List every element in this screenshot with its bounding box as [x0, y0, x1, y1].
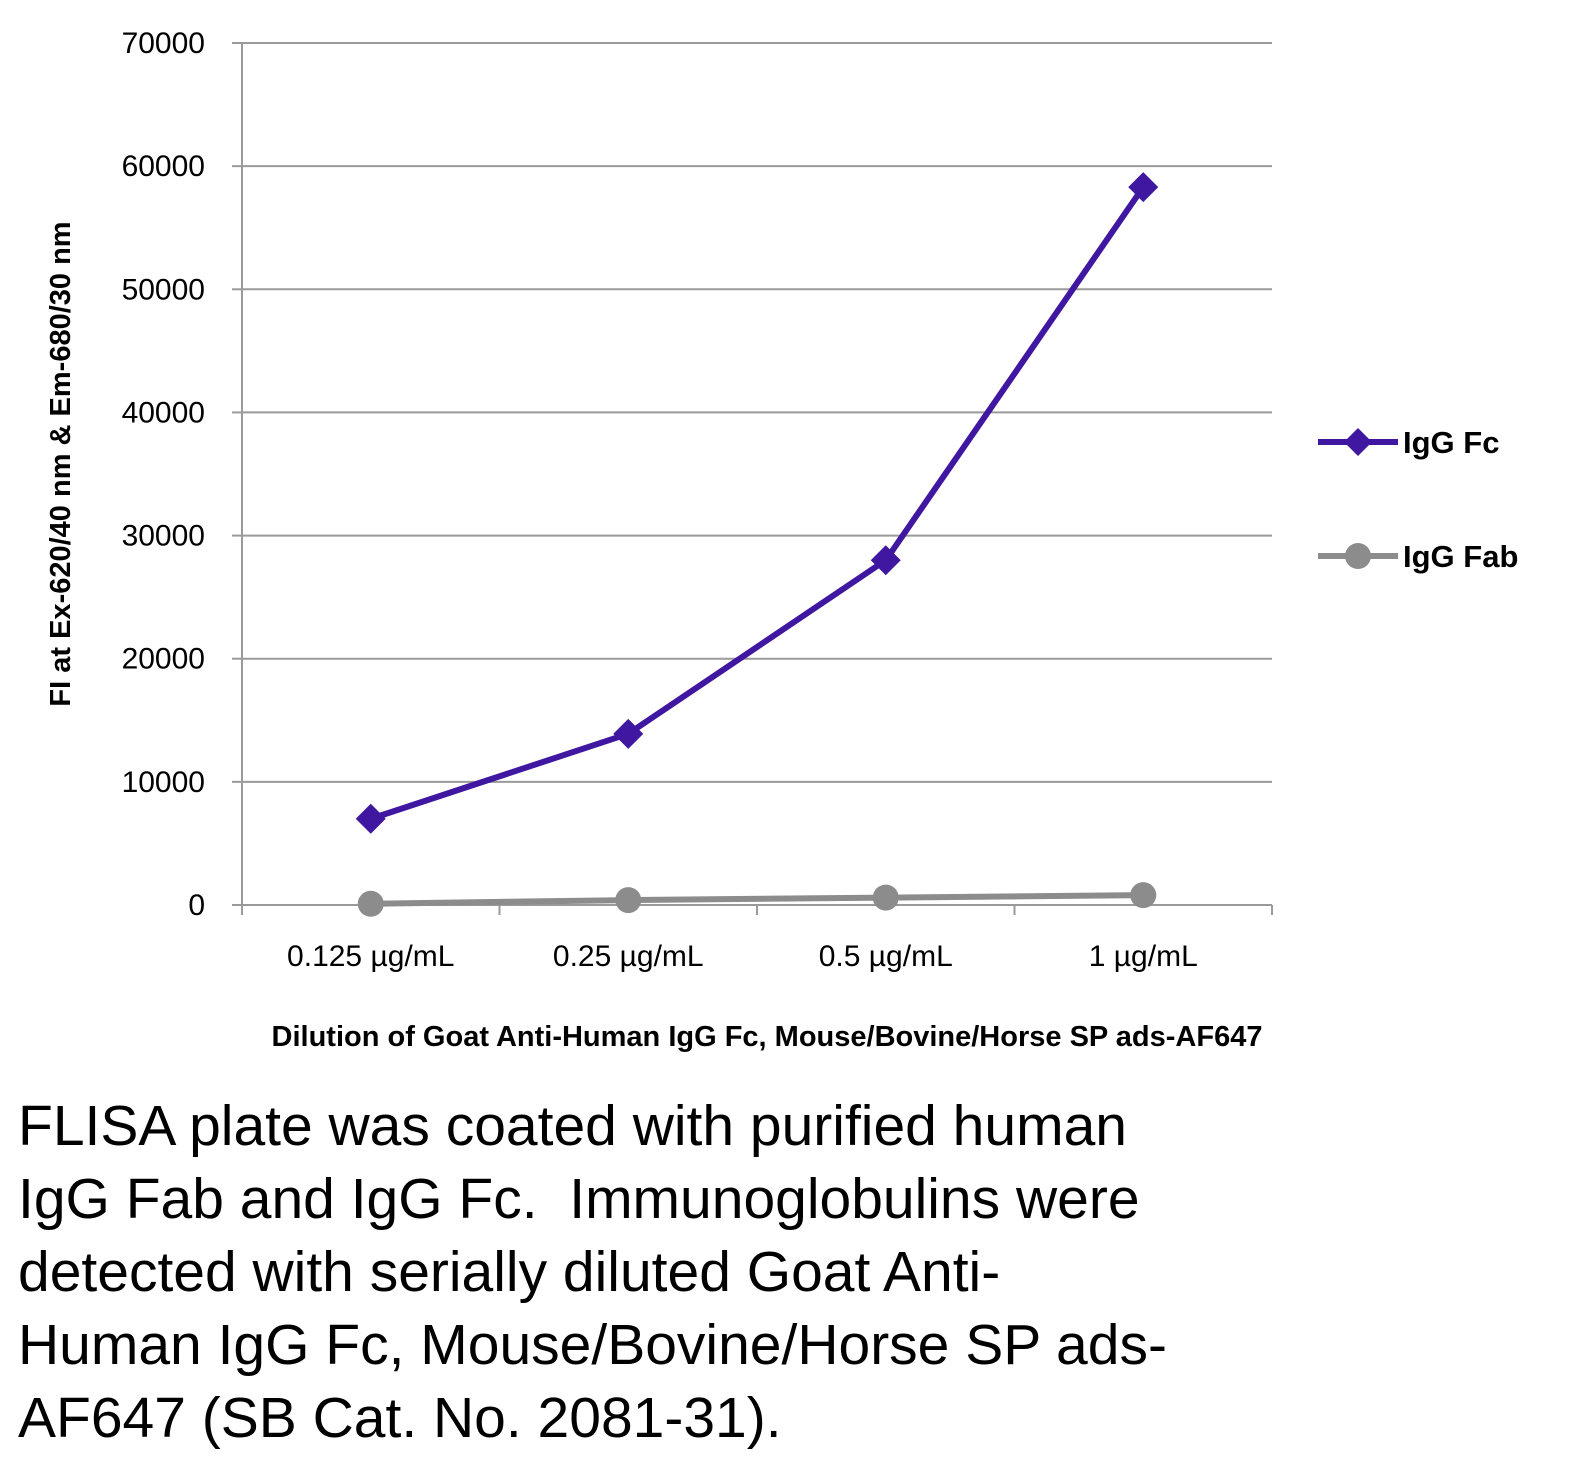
y-tick-label: 50000	[122, 273, 205, 306]
x-tick-label: 0.5 µg/mL	[819, 940, 953, 973]
x-tick-label: 1 µg/mL	[1089, 940, 1198, 973]
data-point-igg-fc	[1128, 172, 1159, 203]
y-tick-label: 40000	[122, 396, 205, 429]
legend-item-igg-fab: IgG Fab	[1318, 539, 1518, 574]
y-tick-label: 70000	[122, 27, 205, 60]
y-tick-label: 30000	[122, 520, 205, 553]
data-point-igg-fab	[357, 890, 384, 917]
legend-marker-igg-fab	[1345, 543, 1371, 569]
series-line-igg-fc	[367, 184, 1147, 822]
data-point-igg-fc	[355, 803, 386, 834]
figure-caption: FLISA plate was coated with purified hum…	[18, 1094, 1167, 1450]
legend-item-igg-fc: IgG Fc	[1318, 425, 1499, 460]
legend-label: IgG Fc	[1403, 425, 1499, 460]
data-point-igg-fab	[615, 887, 642, 914]
gridlines	[242, 42, 1272, 783]
series-lines	[355, 172, 1159, 917]
data-point-igg-fab	[872, 884, 899, 911]
y-tick-label: 60000	[122, 150, 205, 183]
legend-marker-igg-fc	[1344, 428, 1372, 456]
y-tick-label: 0	[188, 889, 205, 922]
y-axis-title: FI at Ex-620/40 nm & Em-680/30 nm	[45, 221, 77, 706]
y-tick-label: 10000	[122, 766, 205, 799]
legend: IgG Fc IgG Fab	[1318, 425, 1518, 574]
data-point-igg-fc	[613, 718, 644, 749]
series-line-igg-fab	[367, 892, 1147, 907]
y-tick-labels: 0 10000 20000 30000 40000 50000 60000 70000	[122, 27, 205, 922]
chart: 0 10000 20000 30000 40000 50000 60000 70000 0.1…	[45, 27, 1518, 1053]
axes	[232, 42, 1273, 915]
series-igg-fab	[357, 882, 1157, 917]
data-point-igg-fab	[1130, 882, 1157, 909]
x-axis-title: Dilution of Goat Anti-Human IgG Fc, Mous…	[272, 1021, 1263, 1053]
x-tick-label: 0.125 µg/mL	[287, 940, 454, 973]
legend-label: IgG Fab	[1403, 539, 1518, 574]
data-point-igg-fc	[870, 545, 901, 576]
series-igg-fc	[355, 172, 1159, 834]
x-tick-labels: 0.125 µg/mL 0.25 µg/mL 0.5 µg/mL 1 µg/mL	[287, 940, 1198, 973]
x-tick-label: 0.25 µg/mL	[553, 940, 704, 973]
y-tick-label: 20000	[122, 643, 205, 676]
